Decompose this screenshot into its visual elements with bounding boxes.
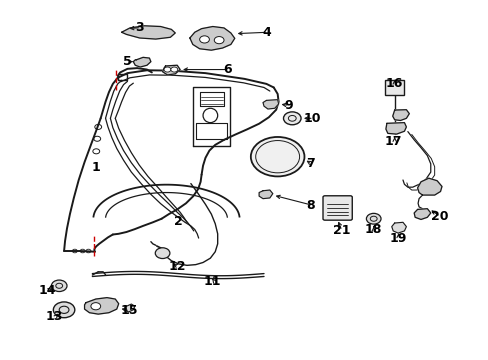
Polygon shape	[189, 27, 234, 50]
Circle shape	[199, 36, 209, 43]
Polygon shape	[84, 298, 119, 314]
Polygon shape	[133, 57, 151, 67]
Text: 2: 2	[174, 215, 183, 228]
Polygon shape	[259, 190, 272, 199]
Circle shape	[91, 303, 101, 310]
Bar	[384, 80, 404, 95]
Circle shape	[163, 67, 170, 72]
Text: 12: 12	[168, 260, 185, 273]
Text: 19: 19	[388, 231, 406, 244]
Polygon shape	[125, 304, 135, 312]
FancyBboxPatch shape	[323, 196, 351, 220]
Polygon shape	[385, 123, 406, 134]
Text: 18: 18	[364, 223, 382, 236]
Text: 16: 16	[385, 77, 403, 90]
Polygon shape	[263, 100, 278, 109]
Text: 7: 7	[305, 157, 314, 170]
Polygon shape	[122, 26, 175, 39]
Circle shape	[51, 280, 67, 292]
Text: 20: 20	[430, 210, 447, 223]
Text: 17: 17	[384, 135, 402, 148]
Text: 13: 13	[45, 310, 63, 324]
Polygon shape	[417, 178, 441, 195]
Circle shape	[283, 112, 301, 125]
Text: 21: 21	[333, 224, 350, 238]
Circle shape	[214, 37, 224, 44]
Text: 8: 8	[305, 199, 314, 212]
Text: 1: 1	[91, 161, 100, 174]
Circle shape	[170, 67, 177, 72]
Text: 14: 14	[38, 284, 56, 297]
Circle shape	[53, 302, 75, 318]
Text: 10: 10	[304, 112, 321, 125]
Text: 6: 6	[223, 63, 231, 76]
Polygon shape	[413, 209, 430, 220]
Text: 11: 11	[203, 275, 221, 288]
Polygon shape	[162, 65, 180, 75]
Circle shape	[155, 248, 169, 258]
Circle shape	[250, 137, 304, 176]
Text: 5: 5	[123, 55, 132, 68]
Text: 9: 9	[284, 99, 292, 112]
Circle shape	[366, 213, 380, 224]
Text: 15: 15	[120, 305, 138, 318]
Text: 3: 3	[135, 21, 143, 34]
Polygon shape	[392, 110, 408, 121]
Text: 4: 4	[262, 26, 270, 39]
Polygon shape	[391, 222, 406, 233]
